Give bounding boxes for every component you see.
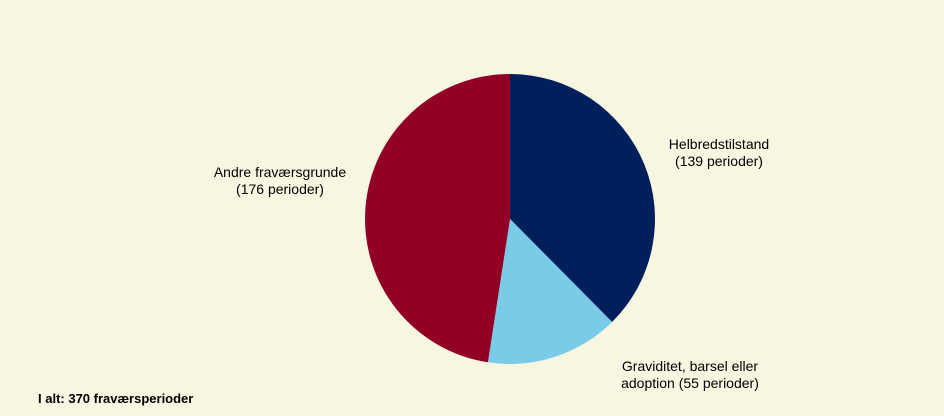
label-helbred-line-2: (139 perioder): [675, 153, 763, 169]
pie-slice-andre-fraværsgrunde: [365, 74, 510, 363]
pie-slice-graviditet-barsel-eller-adoption: [487, 219, 613, 364]
total-footnote: I alt: 370 fraværsperioder: [38, 391, 194, 406]
label-graviditet-line-1: Graviditet, barsel eller: [621, 358, 759, 374]
pie-slice-helbredstilstand: [510, 74, 655, 322]
label-andre-line-2: (176 perioder): [236, 181, 324, 197]
label-helbred-line-1: Helbredstilstand: [668, 136, 770, 152]
label-andre-fravaersgrunde: Andre fraværsgrunde (176 perioder): [205, 164, 355, 198]
label-helbredstilstand: Helbredstilstand (139 perioder): [654, 136, 784, 170]
label-graviditet-line-2: adoption (55 perioder): [621, 375, 759, 391]
label-graviditet-barsel-adoption: Graviditet, barsel eller adoption (55 pe…: [610, 358, 770, 392]
label-andre-line-1: Andre fraværsgrunde: [213, 164, 347, 180]
